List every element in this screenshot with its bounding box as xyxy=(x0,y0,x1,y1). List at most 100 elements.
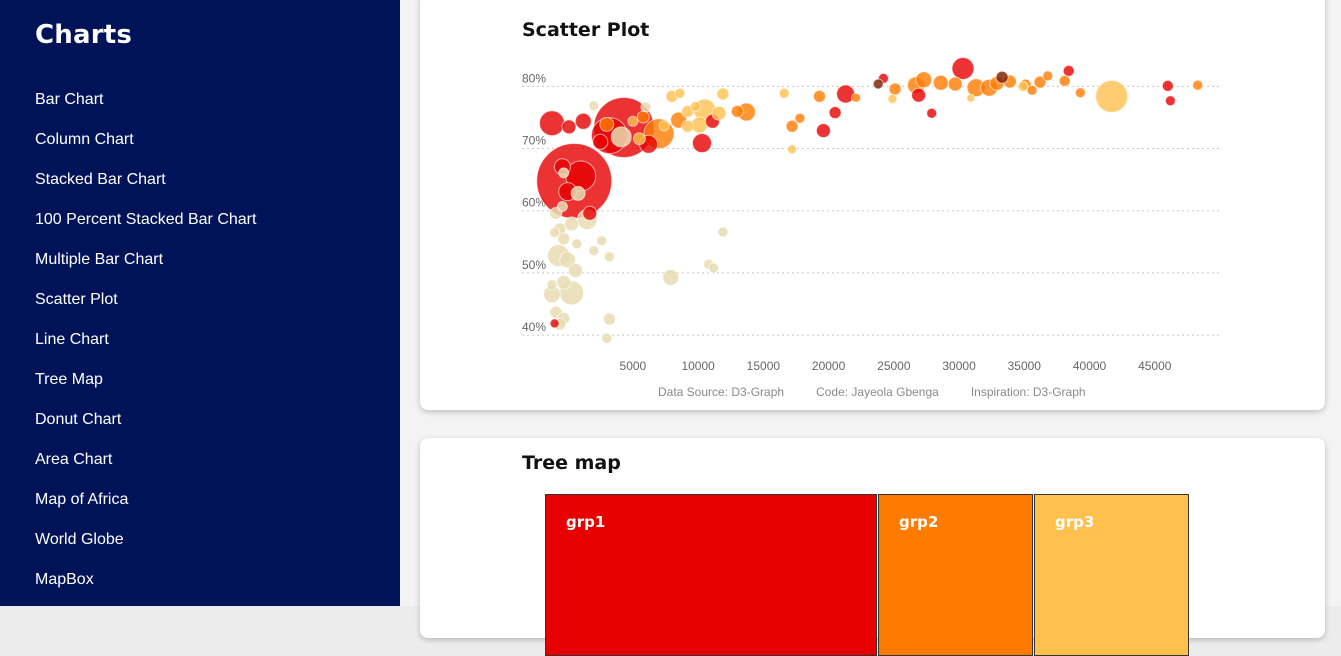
sidebar-item-line-chart[interactable]: Line Chart xyxy=(35,331,109,348)
sidebar-item-map-of-africa[interactable]: Map of Africa xyxy=(35,491,129,508)
scatter-point[interactable] xyxy=(571,238,583,250)
scatter-point[interactable] xyxy=(932,74,949,91)
scatter-plot: 40% 50% 60% 70% 80% 5000 10000 15000 20000 25000… xyxy=(522,57,1220,373)
scatter-point[interactable] xyxy=(574,112,592,130)
scatter-point[interactable] xyxy=(556,201,568,212)
scatter-point[interactable] xyxy=(872,78,884,90)
scatter-point[interactable] xyxy=(588,100,600,112)
treemap-rect-grp2[interactable]: grp2 xyxy=(878,494,1033,656)
scatter-point[interactable] xyxy=(558,167,570,179)
scatter-point[interactable] xyxy=(730,104,744,118)
sidebar-item-tree-map[interactable]: Tree Map xyxy=(35,371,103,388)
scatter-point[interactable] xyxy=(632,132,646,146)
scatter-point[interactable] xyxy=(787,144,798,155)
scatter-point[interactable] xyxy=(559,251,577,269)
bubble-layer xyxy=(536,57,1204,344)
scatter-point[interactable] xyxy=(708,262,720,274)
scatter-point[interactable] xyxy=(1042,70,1054,82)
scatter-point[interactable] xyxy=(947,76,963,92)
sidebar-item-area-chart[interactable]: Area Chart xyxy=(35,451,113,468)
scatter-point[interactable] xyxy=(911,87,927,103)
y-tick-label: 50% xyxy=(522,258,546,272)
scatter-point[interactable] xyxy=(588,245,600,257)
sidebar-item-stacked-bar-chart[interactable]: Stacked Bar Chart xyxy=(35,171,166,188)
scatter-point[interactable] xyxy=(716,87,730,101)
scatter-point[interactable] xyxy=(557,232,571,246)
scatter-point[interactable] xyxy=(610,126,632,148)
scatter-point[interactable] xyxy=(1164,95,1176,107)
sidebar-item-multiple-bar-chart[interactable]: Multiple Bar Chart xyxy=(35,251,164,268)
scatter-point[interactable] xyxy=(813,89,826,103)
scatter-point[interactable] xyxy=(549,227,561,239)
y-tick-label: 60% xyxy=(522,196,546,210)
scatter-point[interactable] xyxy=(1161,79,1174,92)
sidebar-nav: Bar Chart Column Chart Stacked Bar Chart… xyxy=(35,90,256,610)
scatter-point[interactable] xyxy=(851,92,861,103)
scatter-point[interactable] xyxy=(966,93,976,103)
scatter-point[interactable] xyxy=(692,133,712,154)
credit-source: Data Source: D3-Graph xyxy=(658,385,785,399)
scatter-point[interactable] xyxy=(785,119,799,133)
scatter-point[interactable] xyxy=(658,120,670,132)
scatter-point[interactable] xyxy=(828,106,842,120)
sidebar-item-world-globe[interactable]: World Globe xyxy=(35,531,124,548)
scatter-card: Scatter Plot 40% 50% 60% 70% 80% 5000 10000 15… xyxy=(420,0,1325,410)
scatter-point[interactable] xyxy=(926,107,938,119)
scatter-point[interactable] xyxy=(602,312,616,326)
scatter-point[interactable] xyxy=(640,101,652,113)
scatter-point[interactable] xyxy=(888,82,902,96)
scatter-point[interactable] xyxy=(778,87,790,99)
x-tick-label: 5000 xyxy=(620,359,647,373)
x-tick-label: 25000 xyxy=(877,359,911,373)
treemap-rect-grp3[interactable]: grp3 xyxy=(1034,494,1189,656)
scatter-point[interactable] xyxy=(599,116,615,132)
sidebar-item-mapbox[interactable]: MapBox xyxy=(35,571,94,588)
scatter-point[interactable] xyxy=(662,268,680,286)
chart-credits: Data Source: D3-Graph Code: Jayeola Gben… xyxy=(658,385,1086,399)
scatter-point[interactable] xyxy=(995,70,1009,84)
scatter-point[interactable] xyxy=(915,71,933,89)
scatter-point[interactable] xyxy=(561,119,577,135)
sidebar-item-column-chart[interactable]: Column Chart xyxy=(35,131,134,148)
scatter-point[interactable] xyxy=(596,235,608,247)
scatter-point[interactable] xyxy=(794,112,806,124)
scatter-point[interactable] xyxy=(568,263,583,278)
treemap-rect-grp1[interactable]: grp1 xyxy=(545,494,877,656)
scatter-point[interactable] xyxy=(627,115,639,127)
scatter-point[interactable] xyxy=(1062,64,1075,77)
scatter-point[interactable] xyxy=(1192,79,1204,91)
scatter-point[interactable] xyxy=(601,332,613,344)
scatter-point[interactable] xyxy=(1095,79,1129,113)
treemap-label-grp3: grp3 xyxy=(1055,513,1095,531)
scatter-point[interactable] xyxy=(564,216,580,232)
sidebar-item-100-percent-stacked-bar-chart[interactable]: 100 Percent Stacked Bar Chart xyxy=(35,211,257,228)
scatter-point[interactable] xyxy=(1058,74,1071,87)
scatter-point[interactable] xyxy=(1017,81,1029,92)
scatter-point[interactable] xyxy=(711,105,727,121)
scatter-point[interactable] xyxy=(556,274,572,290)
scatter-point[interactable] xyxy=(546,279,558,291)
scatter-point[interactable] xyxy=(1033,75,1047,89)
scatter-point[interactable] xyxy=(690,100,701,112)
sidebar-item-donut-chart[interactable]: Donut Chart xyxy=(35,411,122,428)
scatter-point[interactable] xyxy=(549,318,560,329)
scatter-point[interactable] xyxy=(636,110,650,124)
scatter-point[interactable] xyxy=(674,87,686,99)
scatter-point[interactable] xyxy=(539,110,565,137)
scatter-point[interactable] xyxy=(681,119,695,133)
x-axis-ticks: 5000 10000 15000 20000 25000 30000 35000 40000 4… xyxy=(620,359,1172,373)
scatter-point[interactable] xyxy=(582,205,598,221)
scatter-point[interactable] xyxy=(887,93,898,104)
scatter-point[interactable] xyxy=(815,123,831,139)
scatter-point[interactable] xyxy=(1074,87,1086,99)
sidebar-item-scatter-plot[interactable]: Scatter Plot xyxy=(35,291,118,308)
scatter-point[interactable] xyxy=(951,57,975,80)
scatter-point[interactable] xyxy=(603,251,615,263)
scatter-point[interactable] xyxy=(717,226,729,238)
sidebar-item-bar-chart[interactable]: Bar Chart xyxy=(35,91,104,108)
scatter-point[interactable] xyxy=(1026,84,1038,96)
treemap-label-grp2: grp2 xyxy=(899,513,939,531)
scatter-point[interactable] xyxy=(570,185,586,201)
treemap-card: Tree map grp1 grp2 grp3 xyxy=(420,438,1325,656)
scatter-point[interactable] xyxy=(592,133,609,150)
